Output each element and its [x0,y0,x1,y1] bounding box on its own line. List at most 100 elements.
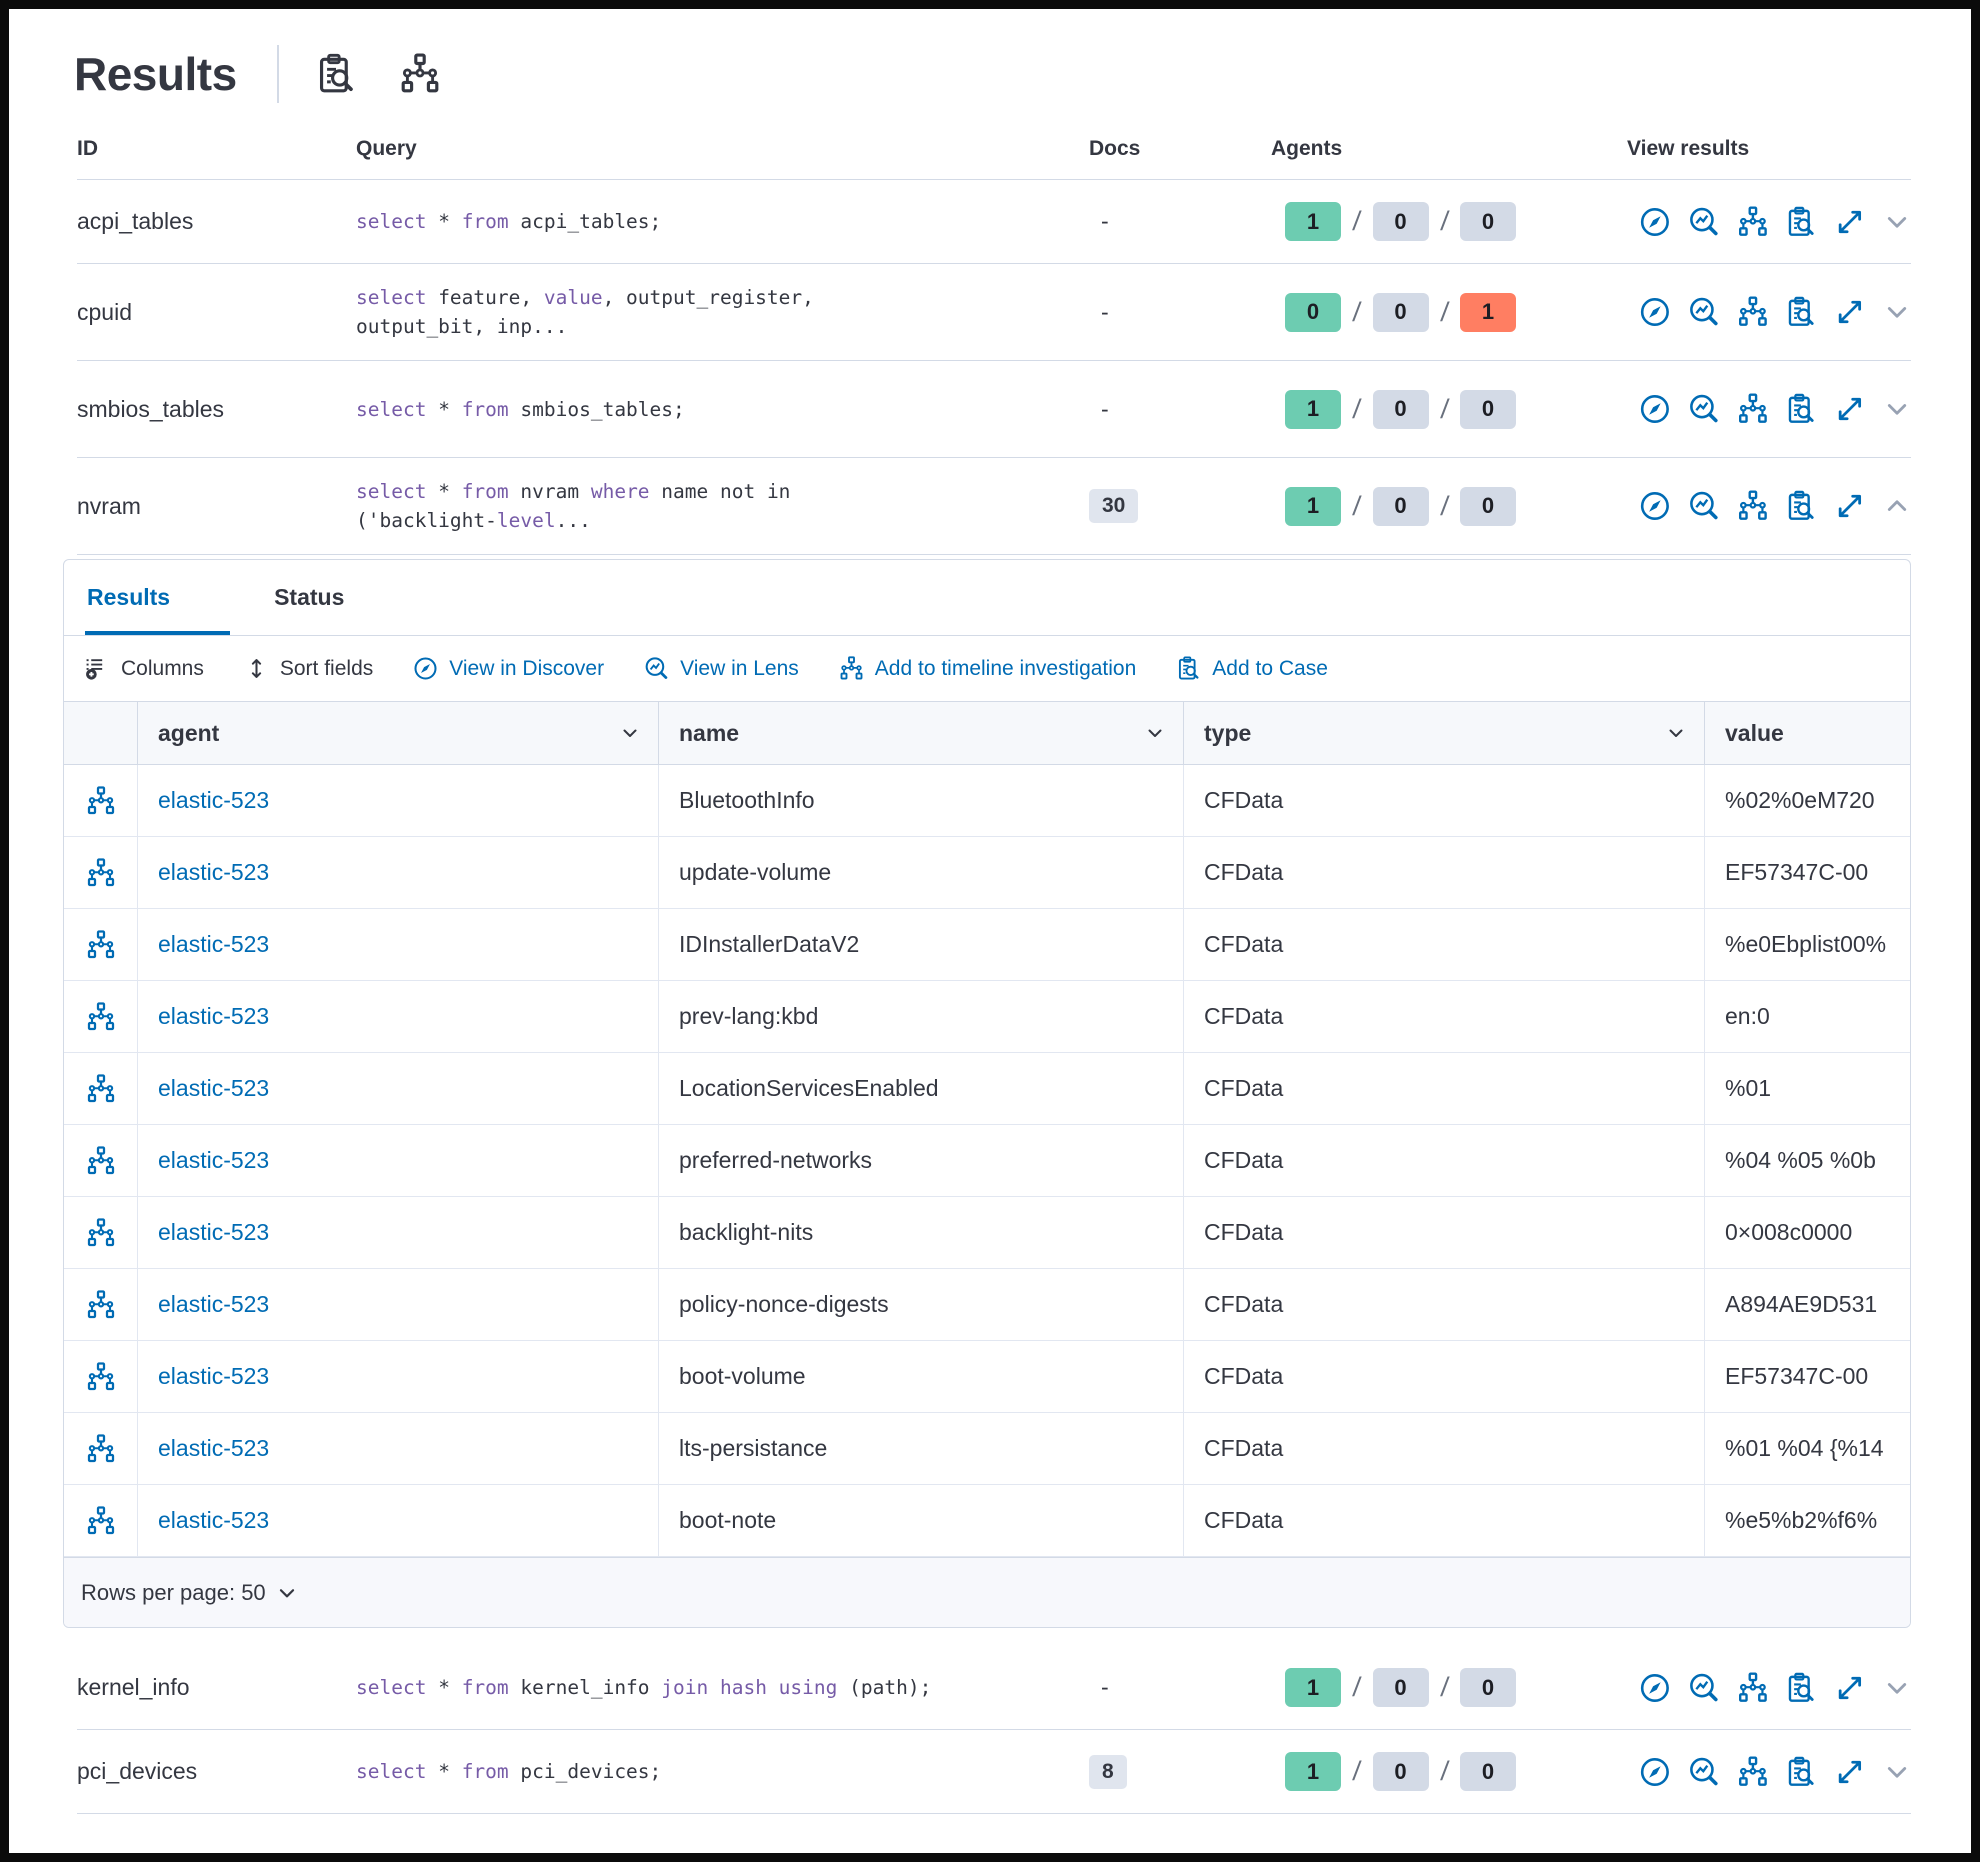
expand-icon[interactable] [1834,205,1866,239]
columns-button[interactable]: Columns [85,656,204,681]
view-in-lens-icon[interactable] [1688,1755,1720,1789]
agent-link[interactable]: elastic-523 [158,859,270,885]
view-in-lens-icon[interactable] [1688,489,1720,523]
query-row-kernel-info: kernel_info select * from kernel_info jo… [77,1646,1911,1730]
grid-header-name[interactable]: name [659,702,1184,764]
chevron-down-icon[interactable] [1883,297,1911,327]
agents-pending-badge: 0 [1372,1668,1429,1707]
view-in-lens-link[interactable]: View in Lens [644,656,799,681]
add-to-case-icon[interactable] [1785,205,1817,239]
add-to-timeline-icon[interactable] [1737,489,1769,523]
agent-link[interactable]: elastic-523 [158,1147,270,1173]
result-value: %01 [1725,1075,1772,1101]
row-tree-icon[interactable] [86,1434,116,1464]
agent-link[interactable]: elastic-523 [158,1291,270,1317]
view-in-lens-icon[interactable] [1688,205,1720,239]
view-in-lens-icon[interactable] [1688,295,1720,329]
chevron-down-icon[interactable] [620,723,640,743]
add-to-case-icon[interactable] [1785,489,1817,523]
row-tree-icon[interactable] [86,930,116,960]
row-tree-icon[interactable] [86,1362,116,1392]
result-row: elastic-523 BluetoothInfo CFData %02%0eM… [64,765,1910,837]
sql-line: select feature, value, output_register, [356,286,814,309]
add-to-case-icon[interactable] [1785,1671,1817,1705]
tab-results[interactable]: Results [85,584,231,635]
expand-icon[interactable] [1834,1671,1866,1705]
expand-icon[interactable] [1834,1755,1866,1789]
tab-status[interactable]: Status [274,584,345,610]
add-to-timeline-icon[interactable] [1737,1671,1769,1705]
view-in-discover-icon[interactable] [1639,489,1671,523]
view-in-discover-icon[interactable] [1639,392,1671,426]
view-in-lens-icon[interactable] [1688,1671,1720,1705]
row-tree-icon[interactable] [86,1506,116,1536]
agents-separator: / [1351,206,1363,236]
sql-keyword: from [461,480,509,503]
grid-header-agent[interactable]: agent [138,702,659,764]
agents-pending-badge: 0 [1372,486,1429,526]
chevron-down-icon[interactable] [1145,723,1165,743]
agents-failed-badge: 0 [1460,389,1517,429]
row-tree-icon[interactable] [86,1002,116,1032]
row-tree-icon[interactable] [86,858,116,888]
view-in-discover-link[interactable]: View in Discover [413,656,604,681]
row-tree-icon[interactable] [86,1218,116,1248]
column-header-id: ID [77,137,98,160]
add-to-case-icon[interactable] [1785,295,1817,329]
sql-text: (path); [837,1676,932,1699]
add-to-case-icon[interactable] [1785,1755,1817,1789]
pack-tree-icon[interactable] [399,53,441,95]
view-in-discover-icon[interactable] [1639,1755,1671,1789]
view-in-discover-icon[interactable] [1639,295,1671,329]
result-type: CFData [1184,1485,1705,1556]
view-results-actions [1627,392,1911,426]
view-in-lens-icon[interactable] [1688,392,1720,426]
expand-icon[interactable] [1834,295,1866,329]
agent-link[interactable]: elastic-523 [158,1003,270,1029]
rows-per-page[interactable]: Rows per page: 50 [81,1579,266,1605]
add-to-case-link[interactable]: Add to Case [1176,656,1328,681]
add-to-timeline-icon[interactable] [1737,295,1769,329]
row-tree-icon[interactable] [86,1290,116,1320]
view-in-discover-icon[interactable] [1639,205,1671,239]
add-to-case-label: Add to Case [1212,656,1328,680]
add-to-timeline-icon[interactable] [1737,205,1769,239]
view-in-discover-icon[interactable] [1639,1671,1671,1705]
grid-header-value[interactable]: value [1705,702,1910,764]
add-to-timeline-icon[interactable] [1737,392,1769,426]
row-tree-icon[interactable] [86,786,116,816]
result-value: %04 %05 %0b [1725,1147,1876,1173]
chevron-down-icon[interactable] [1666,723,1686,743]
agent-link[interactable]: elastic-523 [158,787,270,813]
agents-separator: / [1438,393,1450,424]
result-name: IDInstallerDataV2 [659,909,1184,980]
agent-link[interactable]: elastic-523 [158,1363,270,1389]
sql-keyword: level [496,509,556,532]
grid-pagination: Rows per page: 50 [64,1557,1910,1627]
chevron-down-icon[interactable] [1883,207,1911,237]
add-to-timeline-link[interactable]: Add to timeline investigation [839,656,1136,681]
query-row-cpuid: cpuid select feature, value, output_regi… [77,264,1911,361]
agent-link[interactable]: elastic-523 [158,1075,270,1101]
agent-link[interactable]: elastic-523 [158,1507,270,1533]
add-to-case-icon[interactable] [1785,392,1817,426]
add-to-timeline-icon[interactable] [1737,1755,1769,1789]
chevron-down-icon[interactable] [1883,394,1911,424]
agents-success-badge: 1 [1285,486,1341,526]
chevron-down-icon[interactable] [276,1582,298,1604]
grid-header-type[interactable]: type [1184,702,1705,764]
chevron-down-icon[interactable] [1883,1757,1911,1787]
chevron-down-icon[interactable] [1883,1673,1911,1703]
expand-icon[interactable] [1834,392,1866,426]
expand-icon[interactable] [1834,489,1866,523]
queries-table: ID Query Docs Agents View results acpi_t… [63,137,1911,1814]
agent-link[interactable]: elastic-523 [158,1435,270,1461]
live-query-details-icon[interactable] [315,53,357,95]
result-row: elastic-523 LocationServicesEnabled CFDa… [64,1053,1910,1125]
sort-fields-button[interactable]: Sort fields [244,656,373,681]
row-tree-icon[interactable] [86,1074,116,1104]
agent-link[interactable]: elastic-523 [158,1219,270,1245]
chevron-up-icon[interactable] [1883,491,1911,521]
agent-link[interactable]: elastic-523 [158,931,270,957]
row-tree-icon[interactable] [86,1146,116,1176]
